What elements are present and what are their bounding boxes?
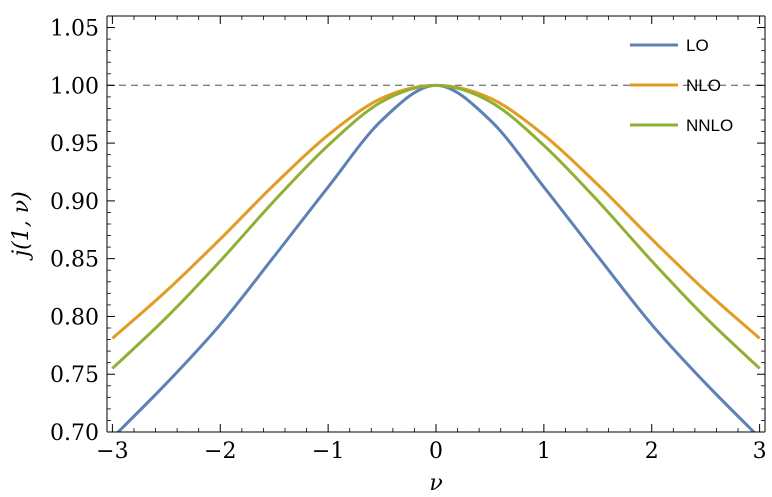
x-tick-label: −2 — [204, 439, 236, 464]
series-line-lo — [116, 83, 756, 432]
y-tick-label: 0.80 — [50, 305, 99, 330]
y-axis-ticks: 0.70 0.75 0.80 0.85 0.90 0.95 1.00 1.05 — [50, 17, 765, 446]
series-line-nlo — [111, 83, 761, 340]
x-tick-label: 0 — [429, 439, 443, 464]
x-tick-label: −1 — [312, 439, 344, 464]
legend-label-nnlo: NNLO — [686, 116, 733, 135]
legend-label-nlo: NLO — [686, 76, 721, 95]
axes-frame — [106, 15, 766, 433]
x-tick-label: −3 — [96, 439, 128, 464]
y-tick-label: 1.05 — [50, 17, 99, 42]
series-layer — [111, 83, 761, 432]
y-tick-label: 0.75 — [50, 363, 99, 388]
y-tick-label: 0.95 — [50, 132, 99, 157]
x-axis-ticks: −3 −2 −1 0 1 2 3 — [96, 16, 767, 464]
legend-label-lo: LO — [686, 36, 709, 55]
y-tick-label: 0.85 — [50, 248, 99, 273]
x-tick-label: 1 — [537, 439, 551, 464]
y-tick-label: 0.90 — [50, 190, 99, 215]
legend: LO NLO NNLO — [630, 36, 733, 135]
x-tick-label: 3 — [753, 439, 767, 464]
y-tick-label: 1.00 — [50, 74, 99, 99]
y-tick-label: 0.70 — [50, 421, 99, 446]
series-line-nnlo — [111, 83, 761, 370]
y-axis-title: j(1, ν) — [9, 191, 34, 261]
x-axis-title: ν — [429, 471, 442, 496]
x-tick-label: 2 — [645, 439, 659, 464]
